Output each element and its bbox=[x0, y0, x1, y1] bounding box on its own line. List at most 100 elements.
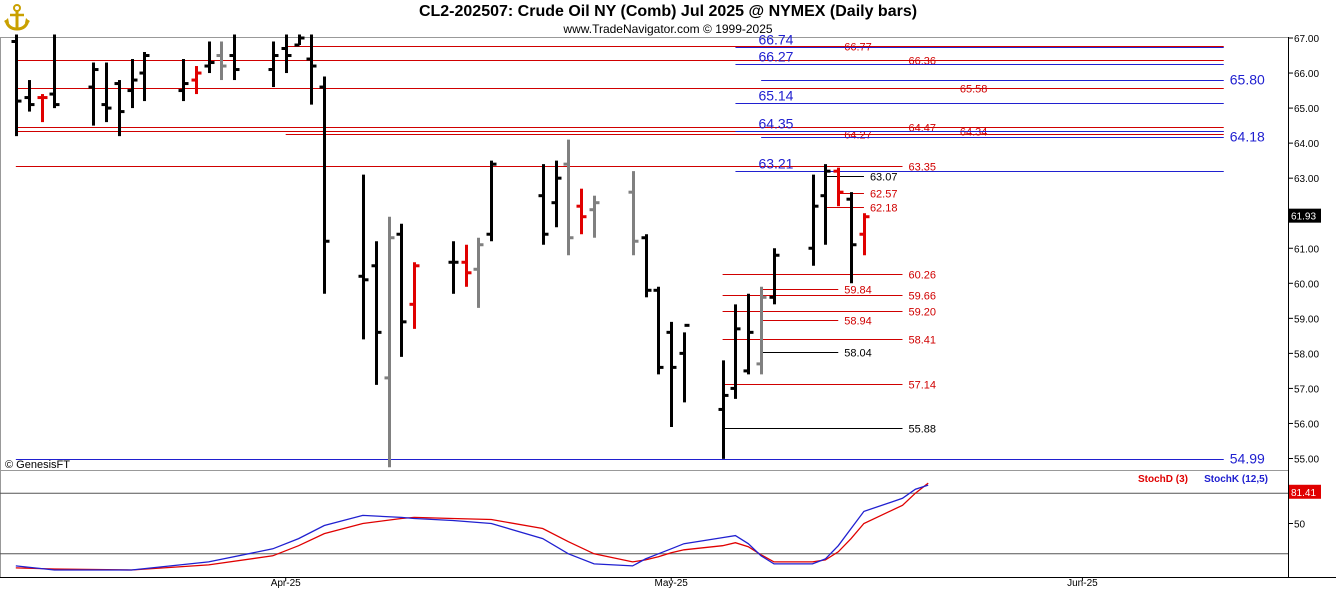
ohlc-bar bbox=[358, 174, 369, 340]
ohlc-bar bbox=[371, 241, 382, 385]
ohlc-bar bbox=[473, 237, 484, 308]
level-label: 65.80 bbox=[1230, 72, 1265, 88]
ohlc-bar bbox=[808, 174, 819, 266]
ohlc-bar bbox=[37, 94, 48, 123]
ohlc-bar bbox=[846, 192, 857, 284]
ohlc-bar bbox=[216, 41, 227, 81]
ohlc-bar bbox=[49, 34, 60, 109]
level-label: 54.99 bbox=[1230, 451, 1265, 467]
ohlc-bar bbox=[306, 34, 317, 105]
level-label: 66.36 bbox=[909, 56, 937, 68]
ohlc-bar bbox=[730, 304, 741, 399]
ohlc-bar bbox=[127, 59, 138, 109]
anchor-logo-icon bbox=[4, 4, 30, 31]
level-label: 66.74 bbox=[758, 32, 793, 48]
x-axis: Apr-25 May-25 Jun-25 bbox=[271, 577, 1098, 589]
y-tick-label: 57.00 bbox=[1294, 384, 1319, 395]
ohlc-bar bbox=[319, 76, 330, 294]
y-tick-label: 56.00 bbox=[1294, 419, 1319, 430]
level-label: 64.27 bbox=[844, 130, 872, 142]
ohlc-bar bbox=[576, 188, 587, 235]
ohlc-bars bbox=[11, 34, 870, 468]
ohlc-bar bbox=[88, 62, 99, 126]
level-label: 62.18 bbox=[870, 203, 898, 215]
ohlc-bar bbox=[859, 213, 870, 256]
level-label: 58.41 bbox=[909, 335, 937, 347]
level-label: 58.94 bbox=[844, 316, 872, 328]
ohlc-bar bbox=[666, 321, 677, 427]
stoch-series-line bbox=[15, 484, 929, 571]
ohlc-bar bbox=[409, 262, 420, 329]
ohlc-bar bbox=[833, 167, 844, 207]
level-label: 58.04 bbox=[844, 348, 872, 360]
x-tick-label: Jun-25 bbox=[1067, 578, 1098, 589]
ohlc-bar bbox=[448, 241, 459, 294]
ohlc-bar bbox=[384, 216, 395, 468]
ohlc-bar bbox=[229, 34, 240, 81]
ohlc-bar bbox=[281, 34, 292, 74]
ohlc-bar bbox=[563, 139, 574, 256]
stoch-last-marker bbox=[1289, 484, 1321, 499]
level-label: 55.88 bbox=[909, 424, 937, 436]
stoch-panel-frame bbox=[0, 470, 1289, 578]
stoch-panel: 50 81.41 StochD (3) StochK (12,5) bbox=[0, 474, 1321, 571]
ohlc-bar bbox=[191, 66, 202, 95]
ohlc-bar bbox=[756, 286, 767, 375]
ohlc-bar bbox=[718, 360, 729, 459]
level-label: 64.35 bbox=[758, 116, 793, 132]
level-label: 63.21 bbox=[758, 156, 793, 172]
ohlc-bar bbox=[589, 195, 600, 238]
chart-frames bbox=[0, 37, 1336, 578]
y-tick-label: 59.00 bbox=[1294, 314, 1319, 325]
ohlc-bar bbox=[114, 80, 125, 137]
ohlc-bar bbox=[139, 52, 150, 102]
level-label: 64.34 bbox=[960, 127, 988, 139]
ohlc-bar bbox=[294, 34, 305, 47]
ohlc-bar bbox=[641, 234, 652, 298]
ohlc-bar bbox=[679, 323, 690, 403]
level-label: 59.20 bbox=[909, 307, 937, 319]
ohlc-bar bbox=[101, 62, 112, 123]
ohlc-bar bbox=[653, 286, 664, 375]
ohlc-bar bbox=[743, 293, 754, 375]
chart-title: CL2-202507: Crude Oil NY (Comb) Jul 2025… bbox=[418, 3, 918, 20]
ohlc-bar bbox=[178, 59, 189, 102]
y-tick-label: 67.00 bbox=[1294, 34, 1319, 45]
level-label: 63.07 bbox=[870, 172, 898, 184]
price-y-axis: 67.0066.0065.0064.0063.0062.0061.0060.00… bbox=[1288, 34, 1321, 466]
y-tick-label: 64.00 bbox=[1294, 139, 1319, 150]
price-panel-frame bbox=[0, 37, 1289, 471]
ohlc-bar bbox=[204, 41, 215, 74]
y-tick-label: 58.00 bbox=[1294, 349, 1319, 360]
level-label: 59.84 bbox=[844, 285, 872, 297]
y-tick-label: 61.00 bbox=[1294, 244, 1319, 255]
ohlc-bar bbox=[268, 41, 279, 88]
stoch-series-line bbox=[15, 482, 929, 571]
last-price-label: 61.93 bbox=[1291, 212, 1316, 223]
ohlc-bar bbox=[538, 164, 549, 245]
ohlc-bar bbox=[551, 160, 562, 228]
level-label: 63.35 bbox=[909, 162, 937, 174]
x-tick-label: Apr-25 bbox=[271, 578, 301, 589]
stoch-legend-k: StochK (12,5) bbox=[1204, 474, 1268, 485]
level-label: 60.26 bbox=[909, 270, 937, 282]
level-label: 62.57 bbox=[870, 189, 898, 201]
level-label: 66.27 bbox=[758, 49, 793, 65]
ohlc-bar bbox=[769, 248, 780, 305]
ohlc-bar bbox=[486, 160, 497, 242]
ohlc-bar bbox=[11, 34, 22, 137]
ohlc-bar bbox=[24, 80, 35, 112]
level-label: 65.58 bbox=[960, 84, 988, 96]
stoch-tick-label: 50 bbox=[1294, 520, 1306, 531]
level-label: 64.18 bbox=[1230, 129, 1265, 145]
ohlc-bar bbox=[628, 171, 639, 256]
y-tick-label: 63.00 bbox=[1294, 174, 1319, 185]
last-price-marker bbox=[1289, 208, 1321, 223]
stoch-legend-d: StochD (3) bbox=[1138, 474, 1188, 485]
chart-subtitle: www.TradeNavigator.com © 1999-2025 bbox=[563, 22, 773, 36]
stoch-last-label: 81.41 bbox=[1291, 488, 1316, 499]
x-tick-label: May-25 bbox=[655, 578, 689, 589]
y-tick-label: 66.00 bbox=[1294, 69, 1319, 80]
ohlc-bar bbox=[396, 223, 407, 357]
